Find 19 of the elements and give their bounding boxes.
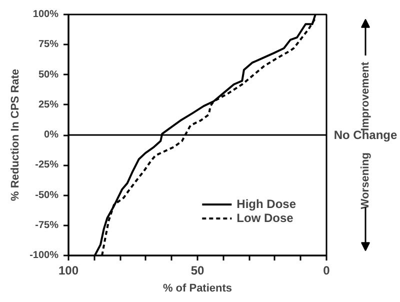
legend-label: High Dose [236, 197, 296, 211]
y-tick-label: -50% [35, 190, 59, 201]
x-tick-label: 100 [58, 264, 79, 278]
y-tick-label: 75% [38, 39, 59, 50]
ref-line-label: No Change [334, 128, 398, 142]
y-tick-label: -100% [30, 250, 59, 261]
y-tick-label: 100% [32, 9, 59, 20]
y-tick-label: 25% [38, 99, 59, 110]
y-tick-label: 0% [44, 130, 59, 140]
x-axis-title: % of Patients [162, 282, 232, 294]
y-tick-label: -75% [35, 220, 59, 231]
text: Worsening [360, 152, 372, 210]
y-axis-title: % Reduction In CPS Rate [10, 68, 22, 202]
legend-label: Low Dose [236, 211, 294, 225]
y-tick-label: 50% [38, 69, 59, 80]
y-tick-label: -25% [35, 160, 59, 171]
x-tick-label: 50 [190, 264, 204, 278]
text: Improvement [360, 62, 372, 131]
x-tick-label: 0 [323, 264, 330, 278]
